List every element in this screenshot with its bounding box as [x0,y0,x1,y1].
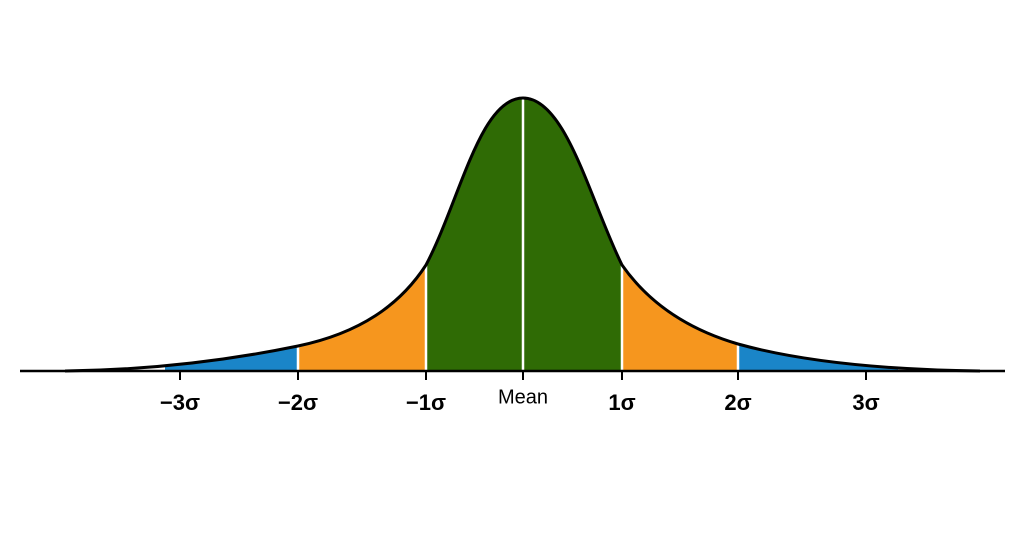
axis-labels: −3σ −2σ −1σ Mean 1σ 2σ 3σ [160,371,880,415]
axis-label: −1σ [406,390,446,415]
axis-label: 3σ [852,390,879,415]
shaded-regions [165,98,898,371]
region-left-tail [165,98,298,371]
region-right-orange [622,98,738,371]
axis-label: Mean [498,386,548,408]
axis-label: 1σ [608,390,635,415]
axis-label: −2σ [278,390,318,415]
region-left-orange [298,98,426,371]
axis-label: 2σ [724,390,751,415]
region-right-tail [738,98,898,371]
curve [64,96,981,373]
axis-label: −3σ [160,390,200,415]
